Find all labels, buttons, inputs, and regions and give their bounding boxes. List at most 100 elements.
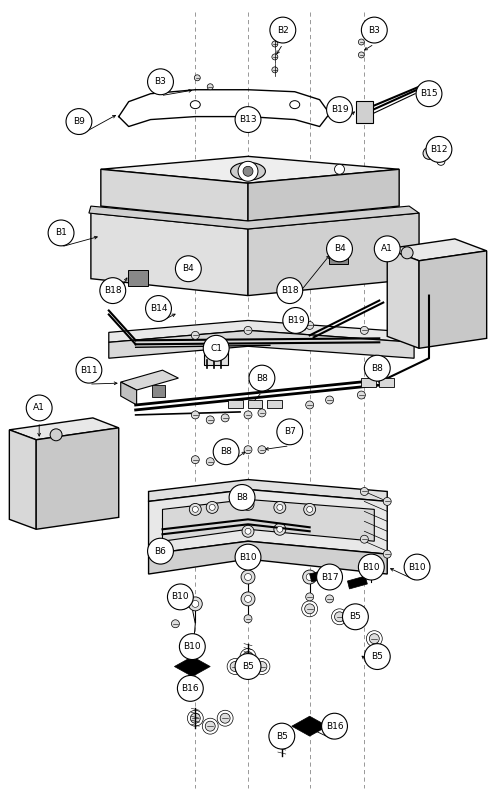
Circle shape [384, 550, 391, 558]
Text: B3: B3 [154, 78, 166, 86]
Circle shape [190, 714, 200, 723]
Polygon shape [101, 156, 399, 183]
Circle shape [360, 326, 368, 334]
Text: B19: B19 [287, 316, 304, 325]
Circle shape [368, 561, 375, 567]
Circle shape [172, 620, 179, 628]
Circle shape [362, 17, 387, 43]
Polygon shape [101, 170, 248, 221]
Circle shape [243, 166, 253, 176]
Circle shape [148, 69, 174, 94]
Circle shape [244, 574, 252, 581]
FancyBboxPatch shape [356, 101, 374, 122]
Polygon shape [148, 490, 387, 554]
Circle shape [322, 714, 347, 739]
Polygon shape [419, 251, 486, 348]
Circle shape [326, 595, 334, 603]
Text: B9: B9 [73, 117, 85, 126]
Circle shape [245, 502, 251, 507]
Text: B3: B3 [368, 26, 380, 34]
Polygon shape [248, 170, 399, 221]
Ellipse shape [290, 101, 300, 109]
Text: B2: B2 [277, 26, 288, 34]
Circle shape [270, 17, 295, 43]
Text: B14: B14 [150, 304, 168, 313]
Text: B8: B8 [220, 447, 232, 456]
FancyBboxPatch shape [328, 248, 348, 264]
Circle shape [206, 502, 218, 514]
Circle shape [370, 634, 380, 644]
Circle shape [272, 67, 278, 73]
Text: B5: B5 [276, 732, 288, 741]
Circle shape [241, 592, 255, 606]
Circle shape [146, 295, 172, 322]
Polygon shape [148, 479, 387, 502]
Text: B13: B13 [239, 115, 257, 124]
Circle shape [213, 438, 239, 465]
Text: B19: B19 [330, 105, 348, 114]
Polygon shape [148, 542, 387, 574]
Circle shape [358, 52, 364, 58]
Polygon shape [120, 382, 136, 405]
Circle shape [364, 557, 378, 571]
Polygon shape [89, 206, 419, 229]
Circle shape [242, 498, 254, 510]
Text: B10: B10 [239, 553, 257, 562]
Text: B8: B8 [236, 493, 248, 502]
Circle shape [358, 39, 364, 45]
FancyBboxPatch shape [128, 270, 148, 286]
FancyBboxPatch shape [361, 378, 376, 386]
Circle shape [358, 554, 384, 580]
Circle shape [192, 506, 198, 512]
Circle shape [426, 137, 452, 162]
Polygon shape [162, 499, 374, 542]
Polygon shape [36, 428, 118, 530]
Text: B16: B16 [182, 684, 199, 693]
Circle shape [244, 615, 252, 622]
Ellipse shape [190, 101, 200, 109]
Circle shape [188, 597, 202, 611]
Circle shape [364, 644, 390, 670]
Circle shape [374, 236, 400, 262]
Circle shape [334, 164, 344, 174]
FancyBboxPatch shape [152, 385, 166, 397]
Polygon shape [292, 716, 328, 736]
Circle shape [342, 604, 368, 630]
Circle shape [48, 220, 74, 246]
Polygon shape [387, 239, 486, 261]
Text: B8: B8 [372, 364, 383, 373]
Circle shape [244, 595, 252, 602]
Circle shape [76, 358, 102, 383]
Circle shape [180, 634, 206, 659]
Circle shape [100, 278, 126, 303]
Circle shape [334, 612, 344, 622]
Circle shape [235, 106, 261, 133]
Circle shape [384, 498, 391, 506]
Circle shape [360, 535, 368, 543]
Circle shape [243, 651, 253, 662]
Circle shape [245, 528, 251, 534]
Text: B12: B12 [430, 145, 448, 154]
Circle shape [238, 162, 258, 182]
FancyBboxPatch shape [228, 399, 242, 409]
Circle shape [304, 503, 316, 515]
Circle shape [192, 634, 200, 642]
Circle shape [316, 564, 342, 590]
Text: B10: B10 [184, 642, 201, 651]
Polygon shape [10, 418, 118, 440]
Circle shape [326, 97, 352, 122]
Circle shape [242, 526, 254, 538]
Circle shape [302, 570, 316, 584]
Circle shape [206, 458, 214, 466]
Text: B5: B5 [372, 652, 383, 661]
Circle shape [326, 396, 334, 404]
Text: B16: B16 [326, 722, 344, 730]
Circle shape [168, 584, 194, 610]
Circle shape [274, 502, 286, 514]
Text: B5: B5 [242, 662, 254, 671]
Text: B10: B10 [172, 592, 189, 602]
Ellipse shape [230, 162, 266, 180]
Circle shape [194, 75, 200, 81]
Circle shape [229, 485, 255, 510]
Circle shape [277, 278, 302, 303]
